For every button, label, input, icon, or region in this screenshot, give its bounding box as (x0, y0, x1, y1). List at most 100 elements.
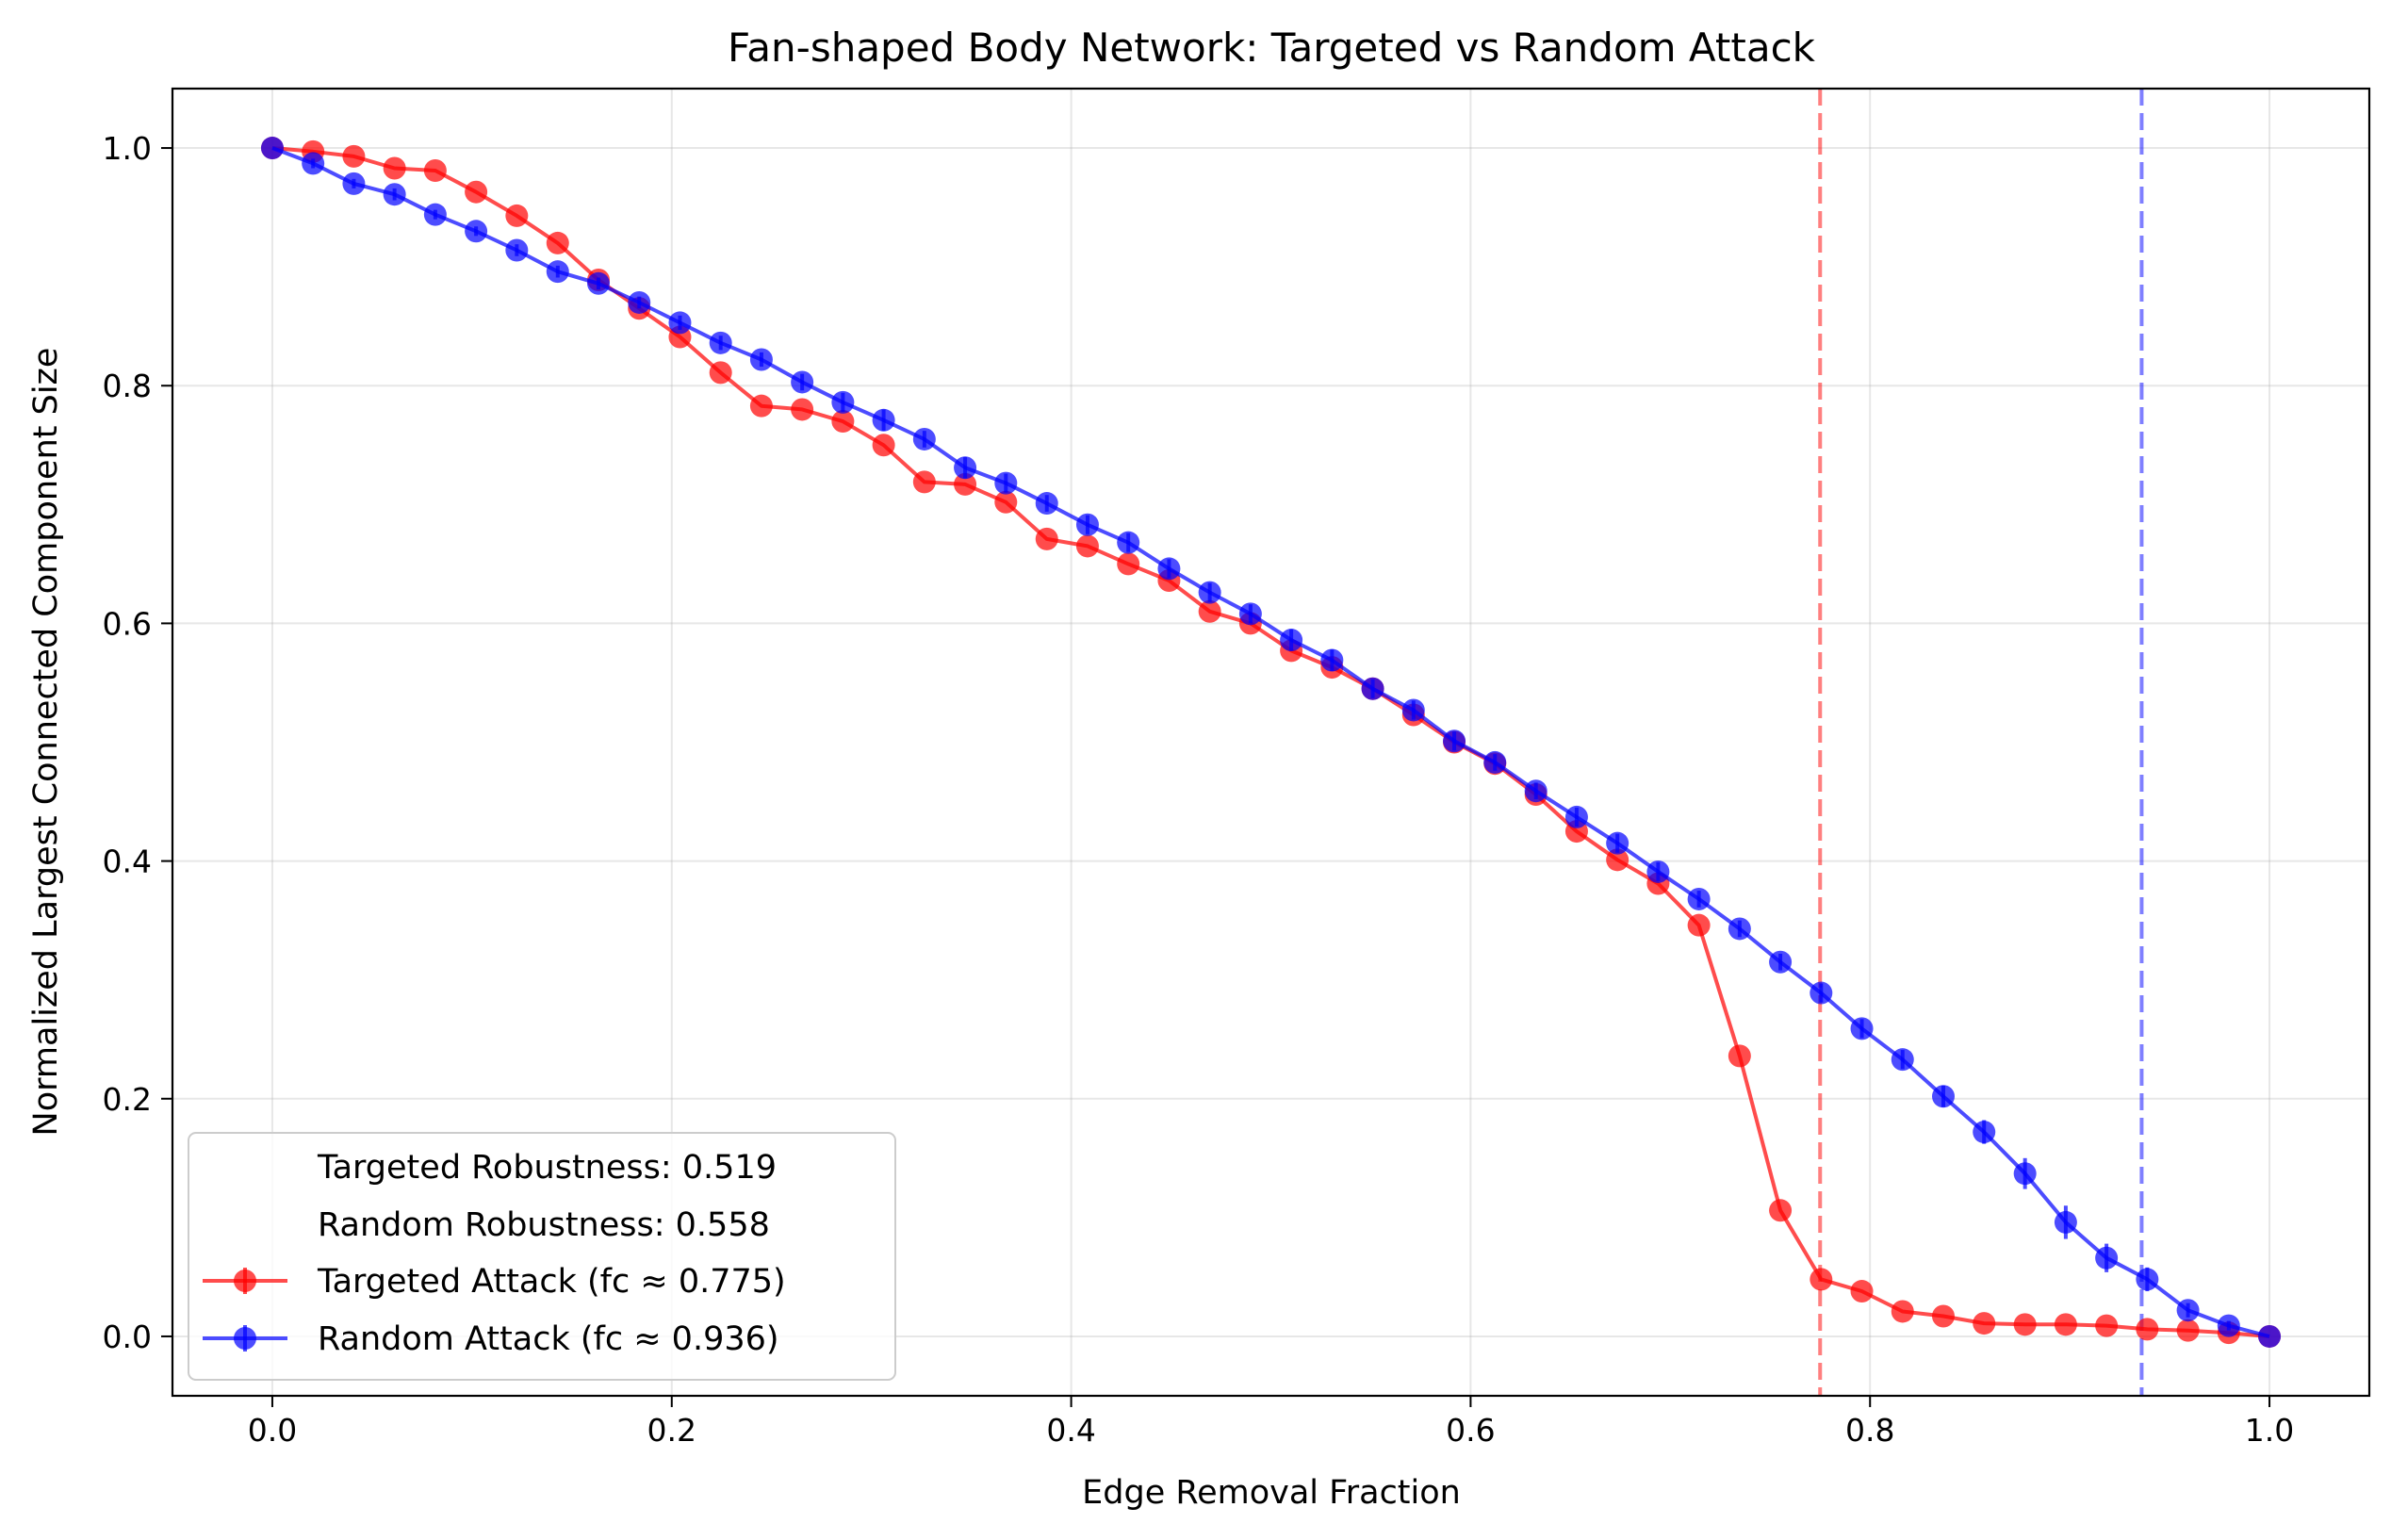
legend-handle-targeted (203, 1268, 287, 1294)
series-1-point-17 (954, 456, 977, 480)
legend-handle-marker-1 (234, 1327, 256, 1350)
series-1-point-23 (1198, 581, 1221, 604)
series-0-point-41 (1931, 1304, 1955, 1328)
series-1-point-3 (383, 183, 406, 206)
y-tick-label-2: 0.4 (103, 844, 152, 880)
series-1-point-38 (1810, 981, 1833, 1005)
series-1-point-46 (2136, 1268, 2159, 1291)
legend-targeted-robustness: Targeted Robustness: 0.519 (317, 1149, 777, 1187)
series-1-point-30 (1483, 750, 1507, 774)
series-1-point-21 (1117, 531, 1140, 554)
series-0-point-45 (2095, 1314, 2119, 1337)
series-1-point-20 (1075, 513, 1099, 536)
series-0-point-4 (423, 159, 447, 183)
legend-handle-random (203, 1325, 287, 1352)
x-tick-label-5: 1.0 (2245, 1412, 2294, 1449)
series-1-point-14 (831, 390, 855, 414)
series-1-point-34 (1646, 860, 1670, 883)
y-tick-label-4: 0.8 (103, 368, 152, 404)
series-1-point-18 (994, 471, 1018, 495)
series-1-point-41 (1931, 1085, 1955, 1108)
series-0-point-14 (831, 410, 855, 434)
series-0-point-35 (1687, 913, 1711, 937)
series-1-point-15 (872, 408, 895, 432)
series-1-point-37 (1769, 950, 1793, 974)
x-tick-label-4: 0.8 (1845, 1412, 1894, 1449)
series-1-point-1 (302, 152, 325, 175)
series-1-point-22 (1157, 557, 1181, 581)
series-0-point-44 (2054, 1313, 2077, 1336)
series-1-point-8 (587, 271, 611, 295)
plot-area-frame (171, 87, 2371, 1398)
legend-random-robustness: Random Robustness: 0.558 (318, 1206, 770, 1244)
series-0-point-43 (2013, 1313, 2037, 1336)
series-1-point-36 (1728, 917, 1751, 941)
series-1-point-16 (912, 427, 936, 451)
series-0-point-12 (749, 394, 773, 418)
series-1-point-31 (1524, 779, 1548, 803)
series-0-point-38 (1810, 1268, 1833, 1291)
series-0-point-13 (791, 398, 814, 421)
x-tick-label-1: 0.2 (647, 1412, 696, 1449)
series-1-point-28 (1401, 698, 1425, 722)
series-0-point-46 (2136, 1318, 2159, 1341)
y-axis-label: Normalized Largest Connected Component S… (27, 348, 65, 1137)
series-1-point-25 (1280, 629, 1303, 652)
series-1-point-11 (709, 331, 732, 354)
x-axis-label: Edge Removal Fraction (1082, 1474, 1461, 1512)
series-0-point-36 (1728, 1044, 1751, 1068)
chart-title: Fan-shaped Body Network: Targeted vs Ran… (728, 25, 1816, 71)
series-0-point-6 (505, 204, 529, 227)
series-1-point-44 (2054, 1210, 2077, 1234)
series-0-point-7 (546, 231, 569, 254)
series-1-point-0 (260, 137, 284, 160)
series-1-point-26 (1320, 648, 1344, 672)
series-1-point-10 (668, 311, 692, 335)
series-0-point-23 (1198, 599, 1221, 623)
y-tick-label-1: 0.2 (103, 1081, 152, 1118)
y-tick-label-3: 0.6 (103, 605, 152, 642)
x-tick-label-3: 0.6 (1446, 1412, 1495, 1449)
series-1-point-48 (2217, 1314, 2240, 1337)
critical-fraction-lines (1818, 89, 2144, 1396)
series-1-point-49 (2258, 1324, 2282, 1348)
x-tick-label-0: 0.0 (248, 1412, 297, 1449)
series-1-point-2 (342, 172, 366, 195)
series-0-point-2 (342, 144, 366, 168)
series-0-point-18 (994, 490, 1018, 514)
legend-box (188, 1132, 896, 1381)
series-1-point-19 (1035, 492, 1058, 516)
series-0-point-16 (912, 470, 936, 494)
series-1-point-47 (2176, 1299, 2200, 1322)
series-1-point-12 (749, 348, 773, 371)
y-tick-label-0: 0.0 (103, 1319, 152, 1355)
series-1-point-5 (465, 220, 488, 243)
series-0-point-33 (1606, 848, 1629, 872)
series-1-point-40 (1891, 1048, 1914, 1072)
series-1-point-45 (2095, 1246, 2119, 1270)
series-0-point-5 (465, 180, 488, 204)
series-1-point-35 (1687, 887, 1711, 910)
series-0-point-19 (1035, 527, 1058, 550)
series-0-point-39 (1850, 1280, 1874, 1303)
series-1-point-42 (1973, 1121, 1996, 1144)
series-1-point-7 (546, 260, 569, 284)
axis-ticks: 0.0 0.2 0.4 0.6 0.8 1.0 0.0 0.2 0.4 0.6 0.8 1.0 (103, 130, 2295, 1449)
series-0-point-42 (1973, 1312, 1996, 1335)
series-0-point-15 (872, 434, 895, 457)
series-0-point-37 (1769, 1199, 1793, 1222)
series-0-point-40 (1891, 1300, 1914, 1323)
series-1-point-4 (423, 203, 447, 226)
grid (172, 89, 2369, 1396)
y-tick-label-5: 1.0 (103, 130, 152, 167)
series-0-point-3 (383, 156, 406, 180)
series-1-point-39 (1850, 1017, 1874, 1040)
series-1-point-9 (628, 290, 651, 314)
series-0-point-11 (709, 361, 732, 385)
legend-random-attack: Random Attack (fc ≈ 0.936) (318, 1320, 779, 1358)
series-1-point-6 (505, 238, 529, 262)
series-0-point-20 (1075, 534, 1099, 558)
x-tick-label-2: 0.4 (1046, 1412, 1095, 1449)
series-1-point-13 (791, 370, 814, 394)
